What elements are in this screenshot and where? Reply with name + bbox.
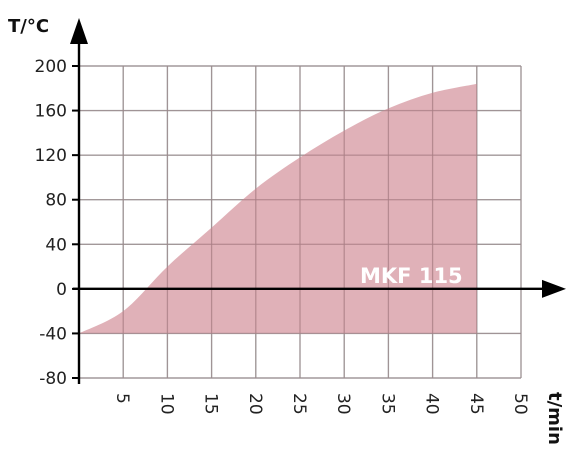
x-axis-arrow [542,279,566,298]
x-tick-label: 15 [201,393,221,415]
y-tick-label: 0 [56,280,67,300]
x-axis-label: t/min [544,392,565,445]
x-tick-label: 25 [289,393,309,415]
x-tick-label: 30 [333,393,353,415]
x-tick-labels: 5 10 15 20 25 30 35 40 45 50 [112,393,530,415]
x-tick-label: 5 [112,393,132,404]
x-tick-label: 35 [377,393,397,415]
y-tick-label: -80 [39,369,67,389]
series-label: MKF 115 [360,264,463,288]
y-tick-label: 200 [35,57,67,77]
x-tick-label: 45 [466,393,486,415]
y-tick-label: -40 [39,324,67,344]
x-tick-label: 50 [510,393,530,415]
y-tick-label: 160 [35,102,67,122]
axes [70,18,566,384]
x-tick-label: 10 [156,393,176,415]
x-tick-label: 40 [422,393,442,415]
x-tick-label: 20 [245,393,265,415]
y-tick-label: 40 [45,235,67,255]
y-tick-labels: 200 160 120 80 40 0 -40 -80 [35,57,67,389]
y-tick-label: 80 [45,191,67,211]
series-area-group [79,65,522,379]
y-axis-arrow [70,18,88,44]
y-tick-label: 120 [35,146,67,166]
y-axis-label: T/°C [8,16,49,37]
series-area [79,83,477,334]
